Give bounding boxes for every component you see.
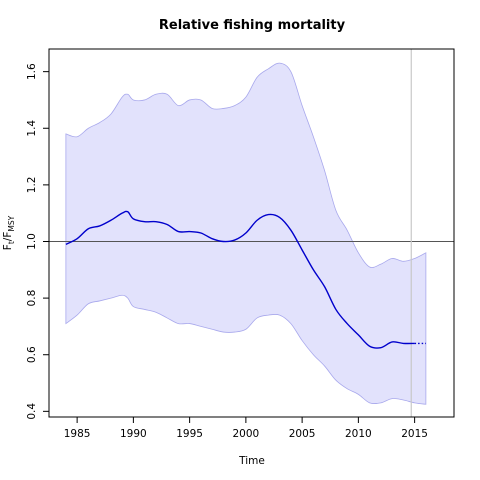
y-tick-label: 1.0 bbox=[26, 233, 38, 250]
x-tick-label: 1985 bbox=[64, 428, 91, 440]
x-axis: 1985 1990 1995 2000 2005 2010 2015 bbox=[64, 417, 428, 440]
x-tick-label: 1990 bbox=[120, 428, 147, 440]
plot-area bbox=[49, 49, 454, 417]
y-tick-label: 0.6 bbox=[26, 346, 38, 363]
y-axis-label: Ft/FMSY bbox=[2, 215, 16, 250]
y-tick-label: 1.4 bbox=[26, 120, 38, 137]
x-tick-label: 1995 bbox=[176, 428, 203, 440]
x-tick-label: 2005 bbox=[289, 428, 316, 440]
x-tick-label: 2010 bbox=[345, 428, 372, 440]
y-tick-label: 1.2 bbox=[26, 177, 38, 194]
plot-frame bbox=[48, 48, 455, 418]
x-axis-label: Time bbox=[238, 455, 265, 467]
y-axis: 0.4 0.6 0.8 1.0 1.2 1.4 1.6 bbox=[26, 63, 49, 420]
y-tick-label: 0.4 bbox=[26, 403, 38, 420]
x-tick-label: 2015 bbox=[401, 428, 428, 440]
x-tick-label: 2000 bbox=[233, 428, 260, 440]
y-tick-label: 1.6 bbox=[26, 63, 38, 80]
estimate-line bbox=[65, 210, 415, 349]
y-tick-label: 0.8 bbox=[26, 290, 38, 307]
chart-title: Relative fishing mortality bbox=[159, 18, 346, 33]
